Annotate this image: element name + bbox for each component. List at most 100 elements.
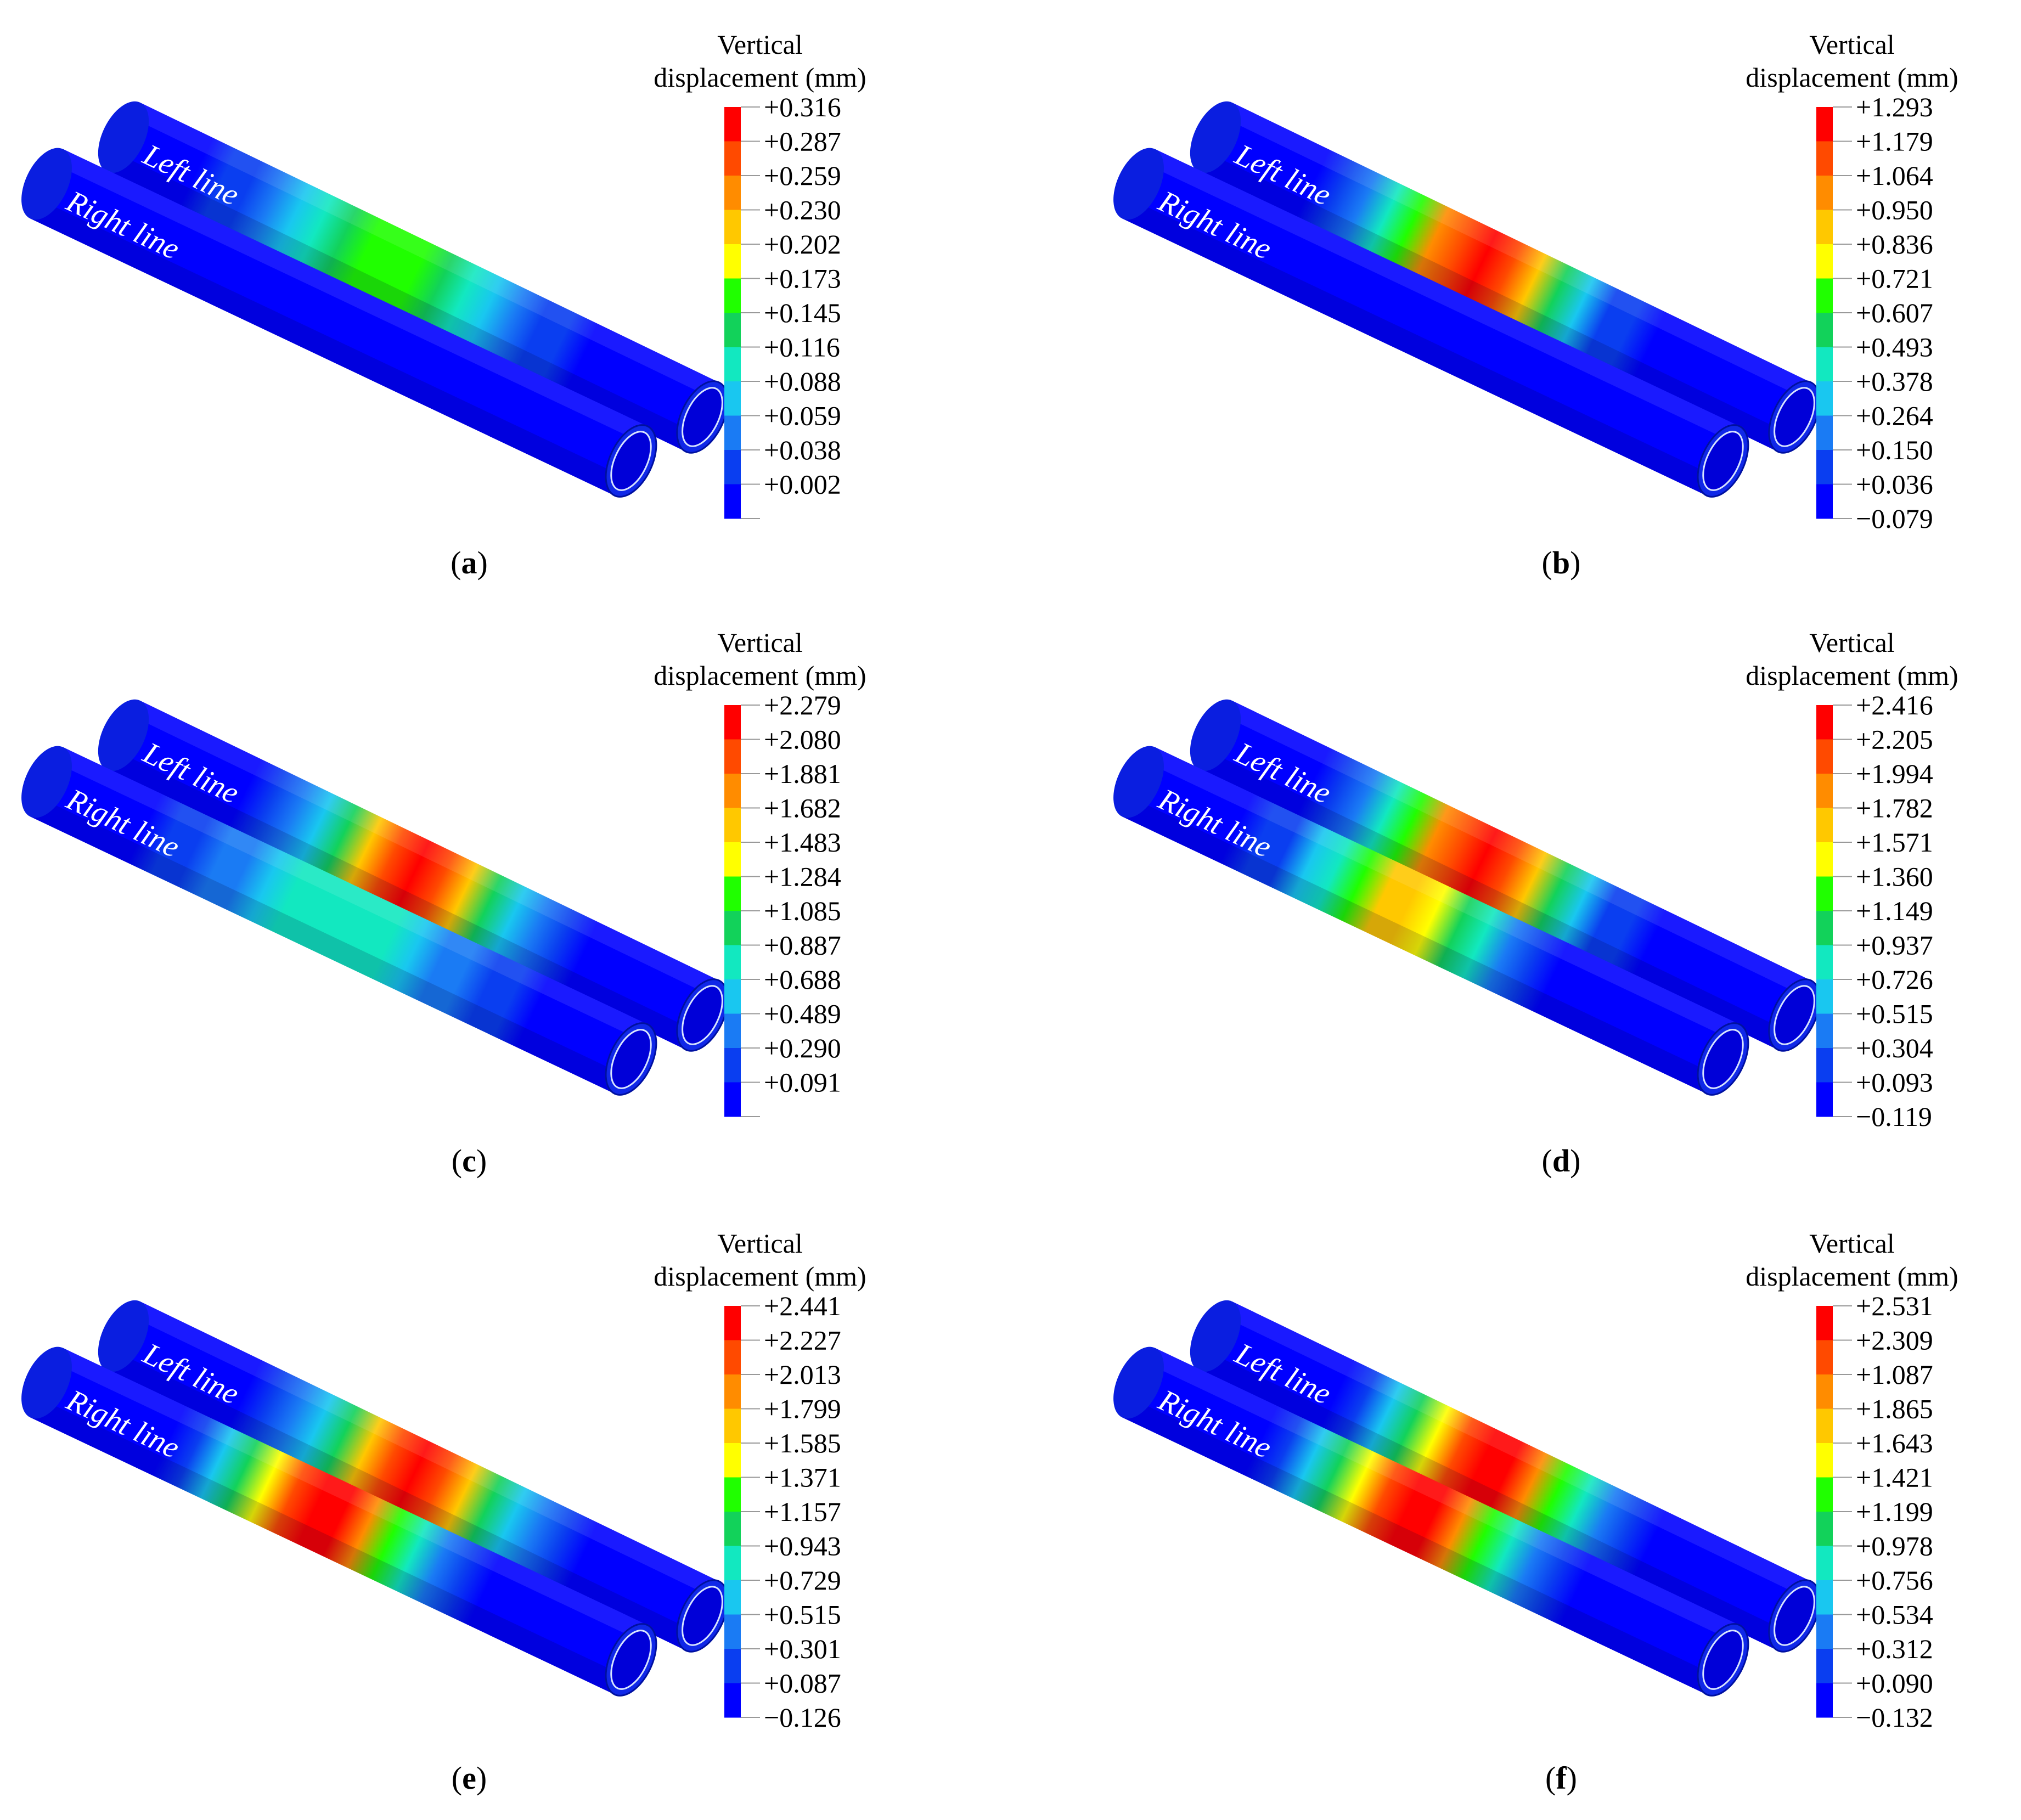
legend-value: +0.607: [1856, 297, 1933, 328]
legend-color-segment: [1816, 1340, 1833, 1375]
legend-color-segment: [724, 107, 741, 142]
legend-value: +0.887: [764, 930, 841, 961]
legend-title-line2: displacement (mm): [654, 660, 866, 691]
legend-color-segment: [724, 774, 741, 808]
legend-color-segment: [724, 1013, 741, 1049]
legend-value: +1.421: [1856, 1462, 1933, 1493]
legend-color-segment: [724, 484, 741, 519]
legend-color-segment: [1816, 1048, 1833, 1083]
panel-caption: (e): [452, 1760, 487, 1796]
legend-color-segment: [1816, 347, 1833, 382]
legend-value: +1.293: [1856, 92, 1933, 122]
legend-title-line1: Vertical: [717, 1228, 802, 1259]
legend-color-segment: [724, 244, 741, 279]
legend-value: +1.149: [1856, 895, 1933, 926]
legend-value: +0.515: [764, 1599, 841, 1630]
legend-color-segment: [724, 1546, 741, 1581]
legend-color-segment: [1816, 141, 1833, 176]
pipe-body: [1122, 1348, 1739, 1695]
legend-value: +2.416: [1856, 690, 1933, 720]
left-line-pipe: Left line: [98, 699, 729, 1052]
legend-color-segment: [1816, 244, 1833, 279]
legend-color-segment: [1816, 979, 1833, 1014]
legend-color-segment: [724, 347, 741, 382]
legend-color-segment: [724, 705, 741, 740]
legend-value: +2.309: [1856, 1325, 1933, 1356]
legend-value: +1.994: [1856, 758, 1933, 789]
legend-color-segment: [1816, 1408, 1833, 1444]
legend-value: +0.116: [764, 332, 840, 363]
legend-value: +1.643: [1856, 1428, 1933, 1458]
legend-value: +2.013: [764, 1359, 841, 1390]
legend-value: +2.227: [764, 1325, 841, 1356]
legend-title-line1: Vertical: [717, 627, 802, 658]
legend-value: −0.079: [1856, 503, 1933, 534]
legend-color-segment: [724, 1374, 741, 1409]
legend-value: +0.264: [1856, 401, 1933, 431]
panel-caption: (c): [452, 1143, 487, 1179]
legend-color-segment: [724, 979, 741, 1014]
legend-color-segment: [724, 1443, 741, 1478]
legend-color-segment: [724, 278, 741, 313]
legend-color-segment: [1816, 1614, 1833, 1649]
panel-caption: (d): [1542, 1143, 1581, 1179]
legend-value: +1.881: [764, 758, 841, 789]
legend-value: +2.205: [1856, 724, 1933, 755]
legend-value: +1.585: [764, 1428, 841, 1458]
legend-value: −0.132: [1856, 1702, 1933, 1733]
legend-value: +0.059: [764, 401, 841, 431]
legend-color-segment: [1816, 1082, 1833, 1117]
legend-color-segment: [1816, 278, 1833, 313]
pipe-body: [106, 102, 719, 452]
legend-color-segment: [724, 1580, 741, 1615]
legend-value: +0.726: [1856, 964, 1933, 995]
legend-color-segment: [724, 842, 741, 877]
legend-value: +1.782: [1856, 793, 1933, 824]
legend-color-segment: [1816, 381, 1833, 416]
legend-value: +0.729: [764, 1565, 841, 1596]
pipe-body: [106, 1301, 719, 1651]
legend-color-segment: [724, 876, 741, 911]
legend-color-segment: [1816, 313, 1833, 347]
legend-color-segment: [724, 176, 741, 210]
legend-color-segment: [1816, 1443, 1833, 1478]
legend-value: −0.119: [1856, 1101, 1932, 1132]
legend-color-segment: [1816, 739, 1833, 774]
legend-color-segment: [1816, 876, 1833, 911]
legend-color-segment: [724, 1512, 741, 1546]
legend-color-segment: [1816, 842, 1833, 877]
legend-value: +1.865: [1856, 1394, 1933, 1424]
legend-color-segment: [724, 1477, 741, 1512]
legend-color-segment: [1816, 415, 1833, 450]
legend-color-segment: [1816, 1374, 1833, 1409]
legend-color-segment: [1816, 1649, 1833, 1683]
legend-value: +0.290: [764, 1033, 841, 1063]
legend-color-segment: [724, 415, 741, 450]
pipe-start-cap: [1113, 746, 1164, 818]
legend-color-segment: [724, 1408, 741, 1444]
pipe-body: [1122, 747, 1739, 1094]
panel-caption: (f): [1545, 1760, 1577, 1796]
legend-value: +0.304: [1856, 1033, 1933, 1063]
legend-title-line2: displacement (mm): [1746, 660, 1958, 691]
right-line-pipe: Right line: [21, 746, 657, 1096]
pipe-start-cap: [21, 746, 72, 818]
legend-value: +0.091: [764, 1067, 841, 1098]
pipe-start-cap: [1113, 148, 1164, 220]
legend-color-segment: [724, 1082, 741, 1117]
legend-color-segment: [1816, 1580, 1833, 1615]
legend-color-segment: [1816, 1683, 1833, 1718]
right-line-pipe: Right line: [21, 1346, 657, 1697]
pipe-body: [106, 700, 719, 1050]
legend-color-segment: [1816, 1306, 1833, 1340]
legend-value: +1.199: [1856, 1496, 1933, 1527]
